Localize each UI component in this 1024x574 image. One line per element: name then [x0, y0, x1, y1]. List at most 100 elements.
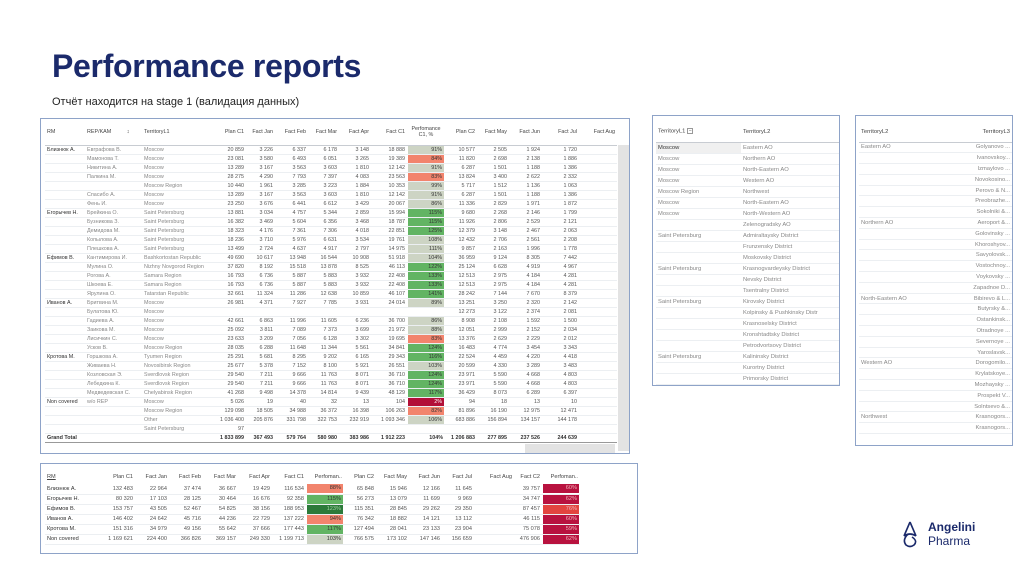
territory-child[interactable]: Kronshtadtsky District: [741, 329, 839, 341]
territory-parent[interactable]: [859, 206, 954, 219]
column-header[interactable]: Fact Aug: [579, 119, 617, 145]
territory-parent[interactable]: [656, 252, 741, 264]
territory-child[interactable]: Kalininsky District: [741, 350, 839, 363]
column-header[interactable]: Fact May: [477, 119, 509, 145]
territory-child[interactable]: Novokosino...: [954, 174, 1012, 186]
column-header[interactable]: Fact C1: [371, 119, 407, 145]
column-header[interactable]: Fact Mar: [308, 119, 339, 145]
territory-parent[interactable]: [656, 285, 741, 297]
territory-parent[interactable]: [859, 163, 954, 175]
column-header[interactable]: RM: [45, 119, 85, 145]
territory-parent[interactable]: [656, 274, 741, 286]
territory-parent[interactable]: [656, 340, 741, 352]
territory-parent[interactable]: [859, 185, 954, 197]
column-header[interactable]: Fact Apr: [249, 474, 270, 480]
column-header[interactable]: RM: [47, 474, 56, 480]
column-header[interactable]: Fact Jul: [452, 474, 472, 480]
territory-parent[interactable]: [859, 390, 954, 402]
territory-child[interactable]: Perovo & N...: [954, 185, 1012, 197]
territory-parent[interactable]: [859, 347, 954, 359]
column-header[interactable]: Fact Jan: [246, 119, 275, 145]
territory-parent[interactable]: [859, 249, 954, 262]
territory-child[interactable]: Kirovsky District: [741, 295, 839, 308]
territory-child[interactable]: Tsentralny District: [741, 285, 839, 297]
territory-child[interactable]: Yaroslavsk...: [954, 347, 1012, 359]
territory-parent[interactable]: [859, 228, 954, 240]
territory-child[interactable]: Western AO: [741, 174, 839, 187]
territory-parent[interactable]: Northern AO: [859, 217, 954, 229]
territory-parent[interactable]: [859, 174, 954, 186]
territory-parent[interactable]: [859, 282, 954, 294]
territory-parent[interactable]: Eastern AO: [859, 141, 954, 154]
territory-child[interactable]: Kolpinsky & Pushkinsky Distr: [741, 307, 839, 319]
sort-icon[interactable]: ↕: [125, 128, 130, 135]
territory-parent[interactable]: [859, 401, 954, 413]
territory-parent[interactable]: Saint Petersburg: [656, 295, 741, 308]
column-header[interactable]: REP/KAM ↕: [85, 119, 142, 145]
territory-parent[interactable]: [859, 239, 954, 251]
territory-parent[interactable]: [859, 422, 954, 435]
territory-child[interactable]: Krasnogvardeysky District: [741, 262, 839, 275]
territory-child[interactable]: Krylatskoye...: [954, 368, 1012, 381]
territory-child[interactable]: Vostochnoy...: [954, 260, 1012, 273]
territory-parent[interactable]: [859, 325, 954, 337]
territory-child[interactable]: Ivanovskoy...: [954, 152, 1012, 165]
territory-child[interactable]: Voykovsky ...: [954, 271, 1012, 283]
territory-child[interactable]: Frunzensky District: [741, 241, 839, 253]
territory-parent[interactable]: Moscow: [656, 207, 741, 220]
column-header[interactable]: Fact Apr: [339, 119, 371, 145]
territory-child[interactable]: Zapadnoe D...: [954, 282, 1012, 294]
territory-child[interactable]: Golyanovo ...: [954, 141, 1012, 154]
territory-child[interactable]: Golovinsky ...: [954, 228, 1012, 240]
territory-child[interactable]: Khoroshyov...: [954, 239, 1012, 251]
territory-parent[interactable]: Moscow: [656, 152, 741, 165]
territory-child[interactable]: Bibirevo & L...: [954, 292, 1012, 305]
territory-parent[interactable]: Moscow: [656, 141, 741, 154]
territory-parent[interactable]: [656, 373, 741, 385]
territory-child[interactable]: Izmaylovo ...: [954, 163, 1012, 175]
column-header[interactable]: Perfomance C1, %: [407, 119, 445, 145]
column-header[interactable]: Plan C2: [354, 474, 374, 480]
territory-child[interactable]: Admiraltaysky District: [741, 229, 839, 242]
territory-parent[interactable]: Moscow Region: [656, 185, 741, 198]
territory-child[interactable]: Sokolniki &...: [954, 206, 1012, 219]
territory-child[interactable]: Solntsevo &...: [954, 401, 1012, 413]
territory-parent[interactable]: Saint Petersburg: [656, 262, 741, 275]
horizontal-scrollbar[interactable]: [525, 444, 615, 453]
territory-child[interactable]: Krasnogors...: [954, 422, 1012, 435]
territory-parent[interactable]: [859, 303, 954, 316]
territory-parent[interactable]: [859, 314, 954, 327]
territory-parent[interactable]: Northwest: [859, 411, 954, 424]
territory-parent[interactable]: [656, 329, 741, 341]
territory-child[interactable]: Nevsky District: [741, 274, 839, 286]
territory-child[interactable]: Krasnoselsky District: [741, 318, 839, 330]
column-header[interactable]: Fact Jun: [509, 119, 542, 145]
column-header[interactable]: TerritoryL2: [859, 122, 954, 142]
column-header[interactable]: Fact Aug: [489, 474, 512, 480]
territory-child[interactable]: Petrodvortsovy District: [741, 340, 839, 352]
territory-child[interactable]: Moskovsky District: [741, 252, 839, 264]
territory-parent[interactable]: [656, 219, 741, 231]
column-header[interactable]: Fact Jul: [542, 119, 579, 145]
territory-parent[interactable]: [859, 368, 954, 381]
territory-parent[interactable]: Western AO: [859, 357, 954, 370]
column-header[interactable]: Fact C1: [284, 474, 304, 480]
territory-child[interactable]: North-Eastern AO: [741, 196, 839, 209]
collapse-icon[interactable]: −: [687, 128, 694, 135]
territory-child[interactable]: Mozhaysky ...: [954, 379, 1012, 391]
territory-child[interactable]: Primorsky District: [741, 373, 839, 385]
territory-child[interactable]: Aeroport &...: [954, 217, 1012, 229]
column-header[interactable]: Fact Feb: [275, 119, 308, 145]
column-header[interactable]: TerritoryL1: [142, 119, 211, 145]
territory-parent[interactable]: Saint Petersburg: [656, 350, 741, 363]
territory-child[interactable]: Prospekt V...: [954, 390, 1012, 402]
territory-child[interactable]: Preobrazhe...: [954, 195, 1012, 208]
column-header[interactable]: TerritoryL1−: [656, 122, 741, 142]
territory-parent[interactable]: [656, 318, 741, 330]
vertical-scrollbar[interactable]: [618, 145, 629, 451]
territory-child[interactable]: Ostankinsk...: [954, 314, 1012, 327]
territory-parent[interactable]: [656, 362, 741, 374]
territory-child[interactable]: Northern AO: [741, 152, 839, 165]
column-header[interactable]: Plan C2: [445, 119, 477, 145]
column-header[interactable]: Fact Feb: [178, 474, 201, 480]
